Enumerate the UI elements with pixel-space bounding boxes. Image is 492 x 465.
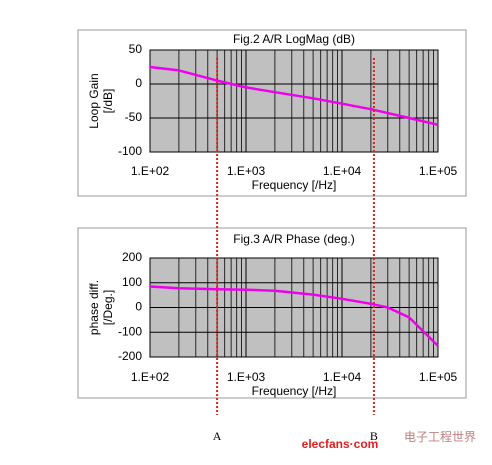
x-axis-label: Frequency [/Hz]: [252, 384, 337, 398]
data-line: [149, 65, 439, 127]
y-tick-label: 200: [122, 250, 142, 264]
y-axis-label: [/dB]: [101, 89, 115, 114]
data-line: [149, 285, 439, 347]
y-tick-label: -50: [125, 110, 143, 124]
x-tick-label: 1.E+04: [323, 164, 362, 178]
y-tick-label: -200: [118, 349, 142, 363]
y-tick-label: -100: [118, 144, 142, 158]
chart-title: Fig.3 A/R Phase (deg.): [233, 232, 354, 246]
y-tick-label: -100: [118, 324, 142, 338]
x-axis-label: Frequency [/Hz]: [252, 178, 337, 192]
plot-border: [149, 257, 439, 358]
marker-label: A: [213, 429, 222, 443]
y-tick-label: 0: [135, 76, 142, 90]
x-tick-label: 1.E+04: [323, 370, 362, 384]
y-axis-label: Loop Gain: [87, 73, 101, 128]
marker-label: B: [370, 429, 378, 443]
x-tick-label: 1.E+02: [131, 164, 170, 178]
plot-area: [150, 50, 438, 152]
watermark: elecfans·com: [302, 437, 379, 451]
y-tick-label: 100: [122, 275, 142, 289]
y-axis-label: [/Deg.]: [101, 290, 115, 325]
plot-border: [149, 49, 439, 153]
y-tick-label: 0: [135, 300, 142, 314]
y-axis-label: phase diff.: [87, 280, 101, 335]
x-tick-label: 1.E+05: [419, 164, 458, 178]
watermark-sub: 电子工程世界: [404, 429, 476, 444]
x-tick-label: 1.E+03: [227, 164, 266, 178]
x-tick-label: 1.E+05: [419, 370, 458, 384]
x-tick-label: 1.E+02: [131, 370, 170, 384]
chart-title: Fig.2 A/R LogMag (dB): [233, 32, 355, 46]
x-tick-label: 1.E+03: [227, 370, 266, 384]
y-tick-label: 50: [129, 42, 143, 56]
